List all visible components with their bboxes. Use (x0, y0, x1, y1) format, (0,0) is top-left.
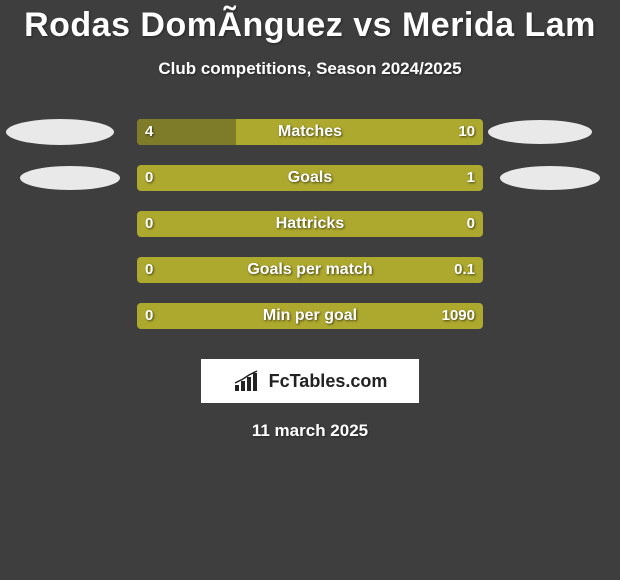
page-title: Rodas DomÃ­nguez vs Merida Lam (0, 0, 620, 45)
stat-row: Matches4 10 (0, 109, 620, 155)
stat-row: Goals0 1 (0, 155, 620, 201)
stat-value-right: 1090 (442, 303, 475, 329)
team-badge-right (500, 166, 600, 190)
stat-value-right: 10 (458, 119, 475, 145)
stat-value-left: 0 (145, 165, 153, 191)
stat-row: Goals per match0 0.1 (0, 247, 620, 293)
stat-value-right: 0.1 (454, 257, 475, 283)
stat-row: Hattricks0 0 (0, 201, 620, 247)
stat-label: Hattricks (137, 211, 483, 237)
stat-value-right: 0 (467, 211, 475, 237)
page-subtitle: Club competitions, Season 2024/2025 (0, 59, 620, 79)
stat-value-left: 4 (145, 119, 153, 145)
comparison-rows: Matches410Goals01Hattricks00Goals per ma… (0, 109, 620, 339)
stat-label: Goals (137, 165, 483, 191)
team-badge-left (6, 119, 114, 145)
stat-row: Min per goal0 1090 (0, 293, 620, 339)
stat-value-right: 1 (467, 165, 475, 191)
stat-label: Goals per match (137, 257, 483, 283)
stat-label: Min per goal (137, 303, 483, 329)
stat-value-left: 0 (145, 303, 153, 329)
logo-text: FcTables.com (269, 371, 388, 392)
stat-label: Matches (137, 119, 483, 145)
bars-icon (233, 369, 265, 393)
team-badge-left (20, 166, 120, 190)
date-label: 11 march 2025 (0, 421, 620, 441)
logo-box: FcTables.com (201, 359, 419, 403)
team-badge-right (488, 120, 592, 144)
stat-value-left: 0 (145, 257, 153, 283)
stat-value-left: 0 (145, 211, 153, 237)
